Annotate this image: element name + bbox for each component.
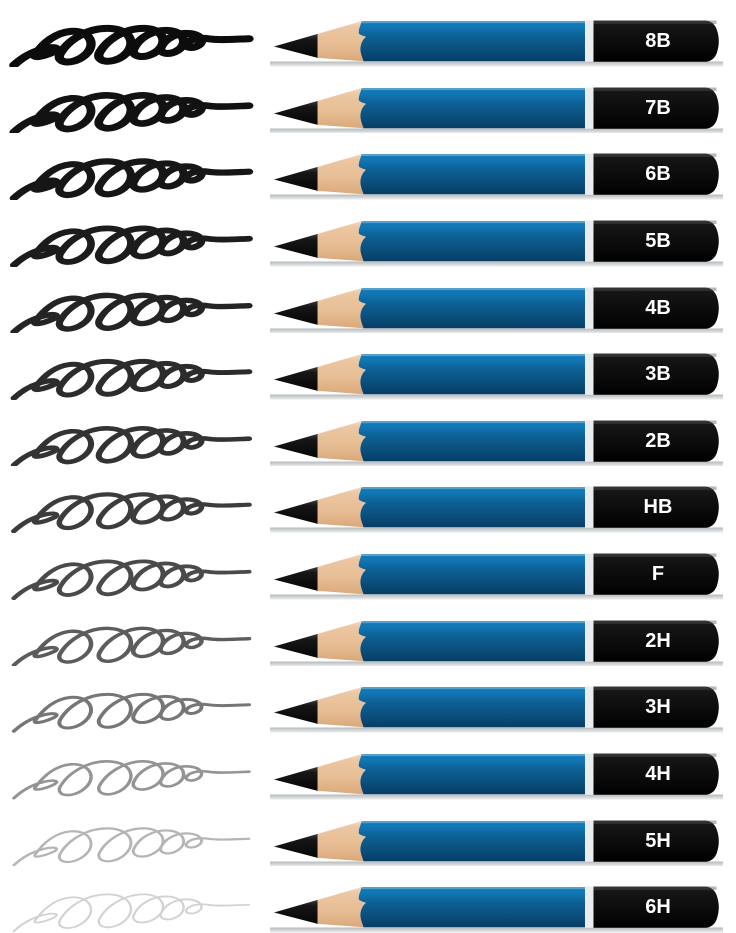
- svg-text:6H: 6H: [645, 896, 671, 918]
- svg-text:4H: 4H: [645, 763, 671, 785]
- svg-text:7B: 7B: [645, 97, 671, 119]
- svg-text:F: F: [652, 563, 664, 585]
- svg-text:2H: 2H: [645, 630, 671, 652]
- svg-text:3H: 3H: [645, 696, 671, 718]
- svg-text:5H: 5H: [645, 830, 671, 852]
- svg-text:6B: 6B: [645, 163, 671, 185]
- svg-text:3B: 3B: [645, 363, 671, 385]
- svg-text:5B: 5B: [645, 230, 671, 252]
- svg-text:8B: 8B: [645, 30, 671, 52]
- svg-text:HB: HB: [644, 496, 673, 518]
- svg-text:4B: 4B: [645, 297, 671, 319]
- svg-text:2B: 2B: [645, 430, 671, 452]
